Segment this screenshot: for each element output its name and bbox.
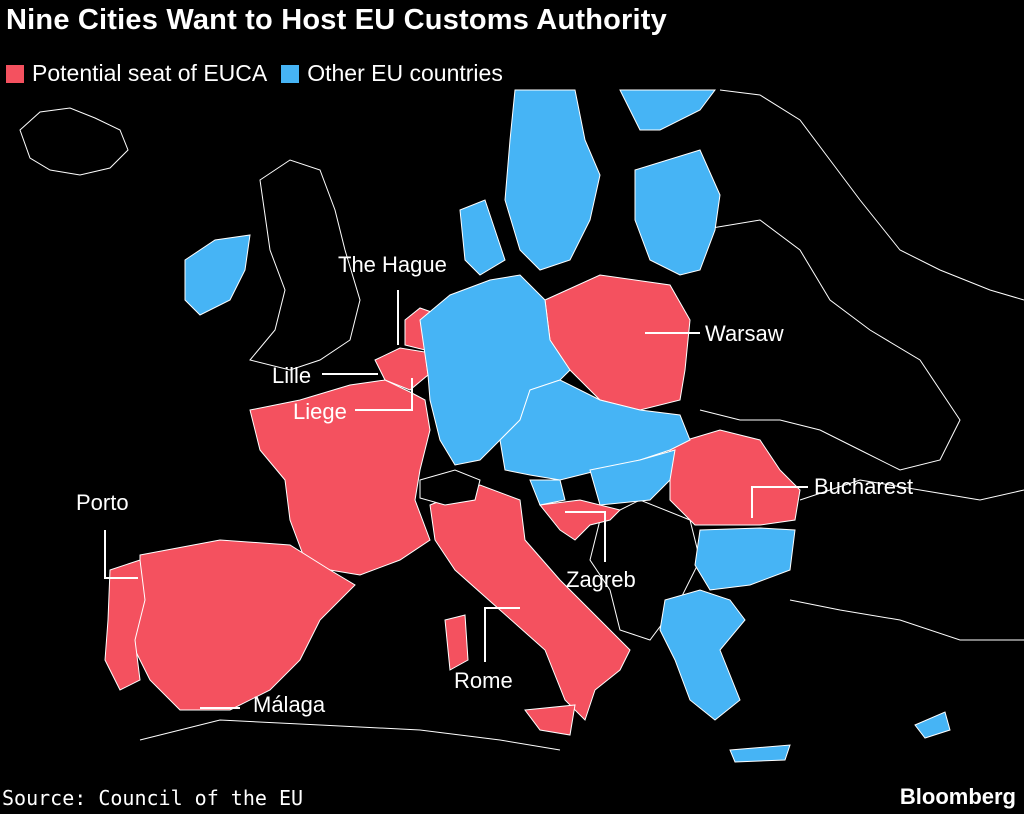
country-ireland (184, 234, 251, 316)
label-warsaw: Warsaw (705, 321, 784, 346)
leader-lines (104, 290, 808, 709)
chart-title: Nine Cities Want to Host EU Customs Auth… (6, 4, 667, 36)
leader-zagreb (565, 511, 606, 562)
label-porto: Porto (76, 490, 129, 515)
label-liege: Liege (293, 399, 347, 424)
bloomberg-logo: Bloomberg (899, 784, 1016, 809)
seat-countries (104, 274, 801, 736)
leader-porto (104, 530, 138, 579)
country-czechia-austria-slovakia (499, 379, 691, 481)
country-denmark (459, 199, 506, 276)
country-baltics (634, 149, 721, 276)
country-greece (659, 589, 746, 721)
country-portugal (104, 559, 146, 691)
label-malaga: Málaga (253, 692, 326, 717)
legend-swatch-seat (6, 64, 24, 83)
source-note: Source: Council of the EU (2, 786, 304, 810)
label-rome: Rome (454, 668, 513, 693)
legend-item-seat: Potential seat of EUCA (6, 60, 267, 87)
legend-swatch-other (281, 64, 300, 83)
country-romania (669, 429, 801, 526)
country-sicily (524, 704, 576, 736)
country-spain (129, 539, 356, 711)
country-italy (429, 484, 631, 721)
country-finland-top (619, 89, 716, 131)
leader-bucharest (751, 486, 808, 518)
country-bulgaria (694, 527, 796, 591)
label-bucharest: Bucharest (814, 474, 913, 499)
legend: Potential seat of EUCA Other EU countrie… (6, 60, 517, 87)
country-cyprus (914, 711, 951, 739)
country-crete (729, 744, 791, 763)
country-sweden-finland (504, 89, 601, 271)
country-slovenia (529, 479, 566, 506)
country-switzerland (419, 469, 481, 506)
country-croatia (539, 499, 621, 541)
country-france (249, 379, 431, 576)
non-eu-outlines (19, 89, 1024, 751)
legend-label-seat: Potential seat of EUCA (32, 60, 268, 86)
country-sardinia (444, 614, 469, 671)
label-the-hague: The Hague (338, 252, 447, 277)
legend-item-other: Other EU countries (281, 60, 503, 87)
country-hungary (589, 449, 676, 506)
other-eu-countries (184, 89, 951, 763)
leader-liege (355, 378, 413, 411)
leader-rome (484, 607, 520, 662)
label-lille: Lille (272, 363, 311, 388)
legend-label-other: Other EU countries (307, 60, 503, 86)
label-zagreb: Zagreb (566, 567, 636, 592)
